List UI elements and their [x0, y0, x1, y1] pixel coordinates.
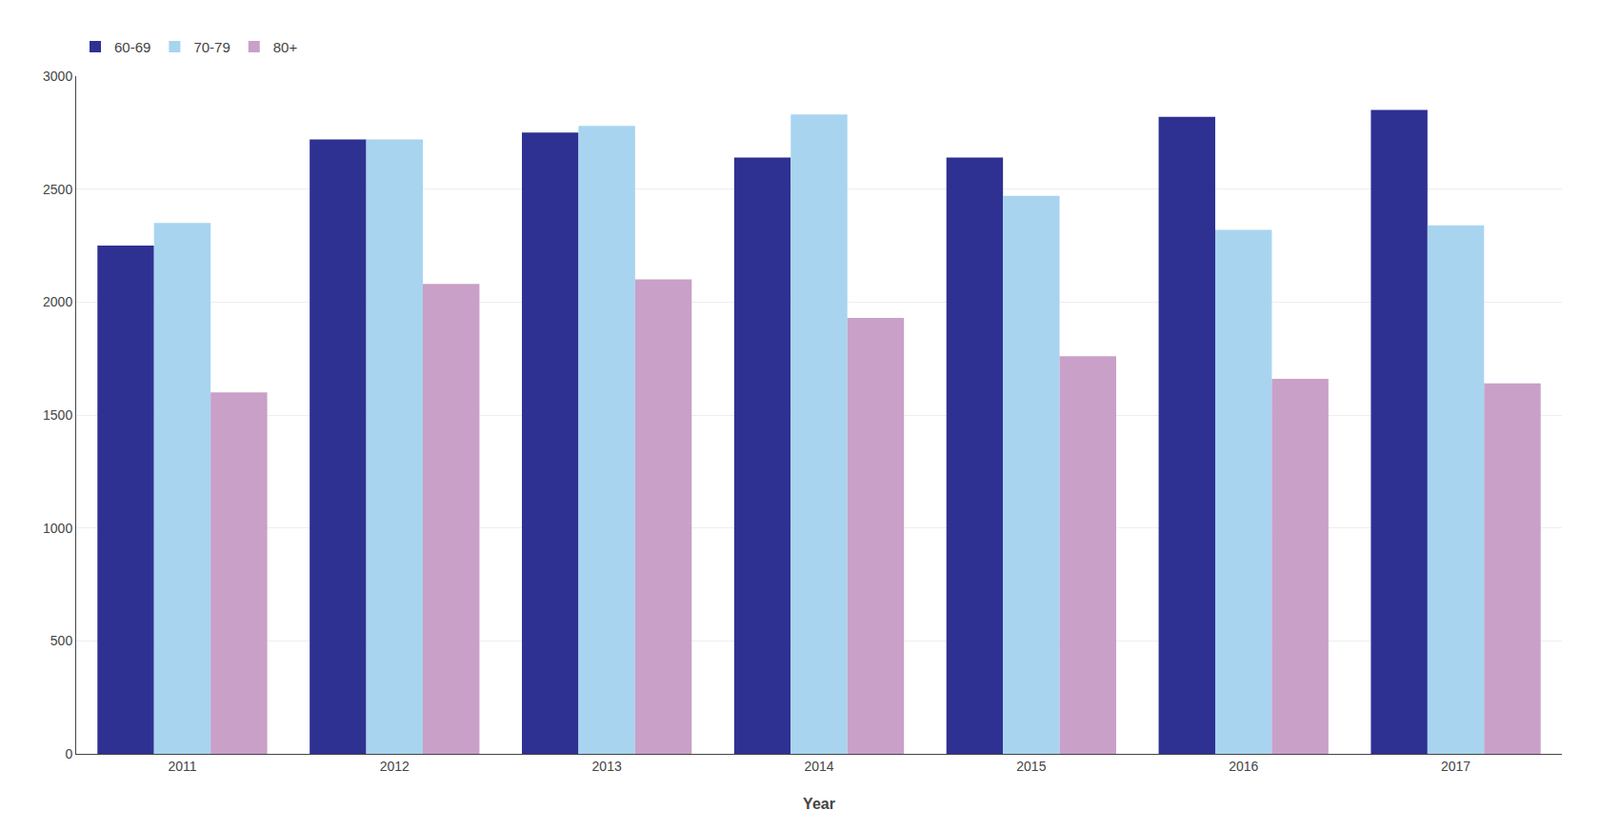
- svg-text:2017: 2017: [1440, 759, 1471, 775]
- svg-text:0: 0: [64, 746, 73, 762]
- svg-text:2013: 2013: [592, 759, 622, 775]
- svg-text:60-69: 60-69: [114, 39, 151, 56]
- svg-text:70-79: 70-79: [193, 39, 230, 56]
- svg-text:2011: 2011: [167, 759, 197, 775]
- svg-text:2000: 2000: [42, 294, 73, 310]
- svg-text:Year: Year: [802, 796, 836, 813]
- svg-text:500: 500: [50, 633, 74, 649]
- svg-text:80+: 80+: [273, 39, 299, 56]
- svg-text:1000: 1000: [42, 520, 73, 537]
- svg-text:3000: 3000: [42, 68, 73, 84]
- svg-text:2500: 2500: [42, 181, 73, 198]
- svg-text:1500: 1500: [42, 407, 73, 423]
- svg-text:2014: 2014: [803, 759, 834, 775]
- svg-text:2015: 2015: [1016, 759, 1046, 775]
- svg-text:2012: 2012: [380, 759, 410, 775]
- svg-text:2016: 2016: [1228, 759, 1259, 775]
